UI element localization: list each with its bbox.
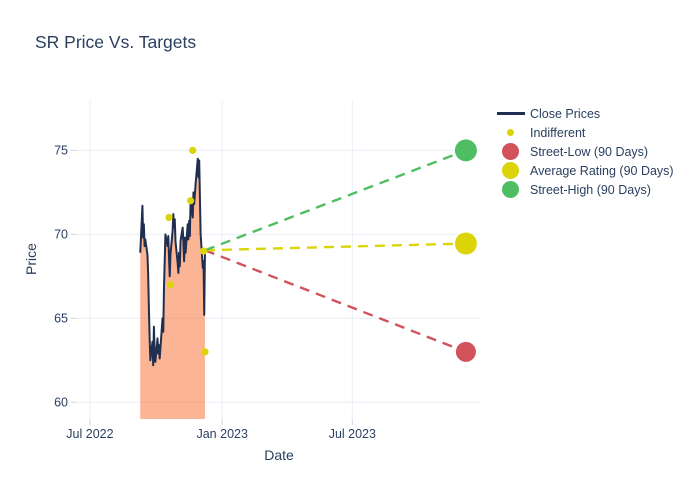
dot-swatch-icon (491, 129, 530, 136)
legend-label: Street-High (90 Days) (530, 182, 651, 197)
line-swatch-icon (491, 112, 530, 115)
street-high-90-days--marker[interactable] (454, 139, 477, 162)
x-tick-label: Jul 2022 (66, 427, 113, 441)
legend-label: Average Rating (90 Days) (530, 163, 674, 178)
x-tick-label: Jul 2023 (329, 427, 376, 441)
legend-label: Close Prices (530, 106, 601, 121)
y-tick-label: 65 (54, 312, 68, 326)
swatch-shape (502, 143, 519, 160)
y-tick-label: 60 (54, 396, 68, 410)
legend-item-close-prices[interactable]: Close Prices (491, 104, 674, 123)
circle-swatch-icon (491, 181, 530, 198)
street-low-90-days--line (204, 249, 467, 353)
indifferent-dot[interactable] (201, 348, 209, 356)
circle-swatch-icon (491, 143, 530, 160)
y-tick-label: 70 (54, 228, 68, 242)
swatch-shape (496, 112, 525, 115)
indifferent-dot[interactable] (199, 247, 208, 255)
legend-item-average-rating-90-days-[interactable]: Average Rating (90 Days) (491, 161, 674, 180)
legend-label: Indifferent (530, 125, 586, 140)
x-tick-label: Jan 2023 (196, 427, 247, 441)
legend-item-street-high-90-days-[interactable]: Street-High (90 Days) (491, 180, 674, 199)
legend-item-indifferent[interactable]: Indifferent (491, 123, 674, 142)
close-prices-line[interactable] (139, 157, 206, 367)
swatch-shape (502, 162, 519, 179)
average-rating-90-days--line (204, 242, 466, 252)
indifferent-dot[interactable] (166, 281, 175, 289)
legend: Close Prices Indifferent Street-Low (90 Da… (491, 104, 674, 199)
indifferent-dot[interactable] (189, 146, 197, 154)
swatch-shape (507, 129, 514, 136)
y-tick-label: 75 (54, 144, 68, 158)
circle-swatch-icon (491, 162, 530, 179)
street-high-90-days--line (204, 149, 467, 252)
legend-label: Street-Low (90 Days) (530, 144, 649, 159)
indifferent-dot[interactable] (186, 197, 195, 205)
legend-item-street-low-90-days-[interactable]: Street-Low (90 Days) (491, 142, 674, 161)
swatch-shape (502, 181, 519, 198)
chart-title: SR Price Vs. Targets (35, 32, 197, 52)
indifferent-dot[interactable] (165, 213, 173, 222)
y-axis-title: Price (23, 243, 39, 275)
x-axis-title: Date (264, 447, 294, 463)
street-low-90-days--marker[interactable] (455, 341, 476, 362)
average-rating-90-days--marker[interactable] (454, 232, 477, 255)
